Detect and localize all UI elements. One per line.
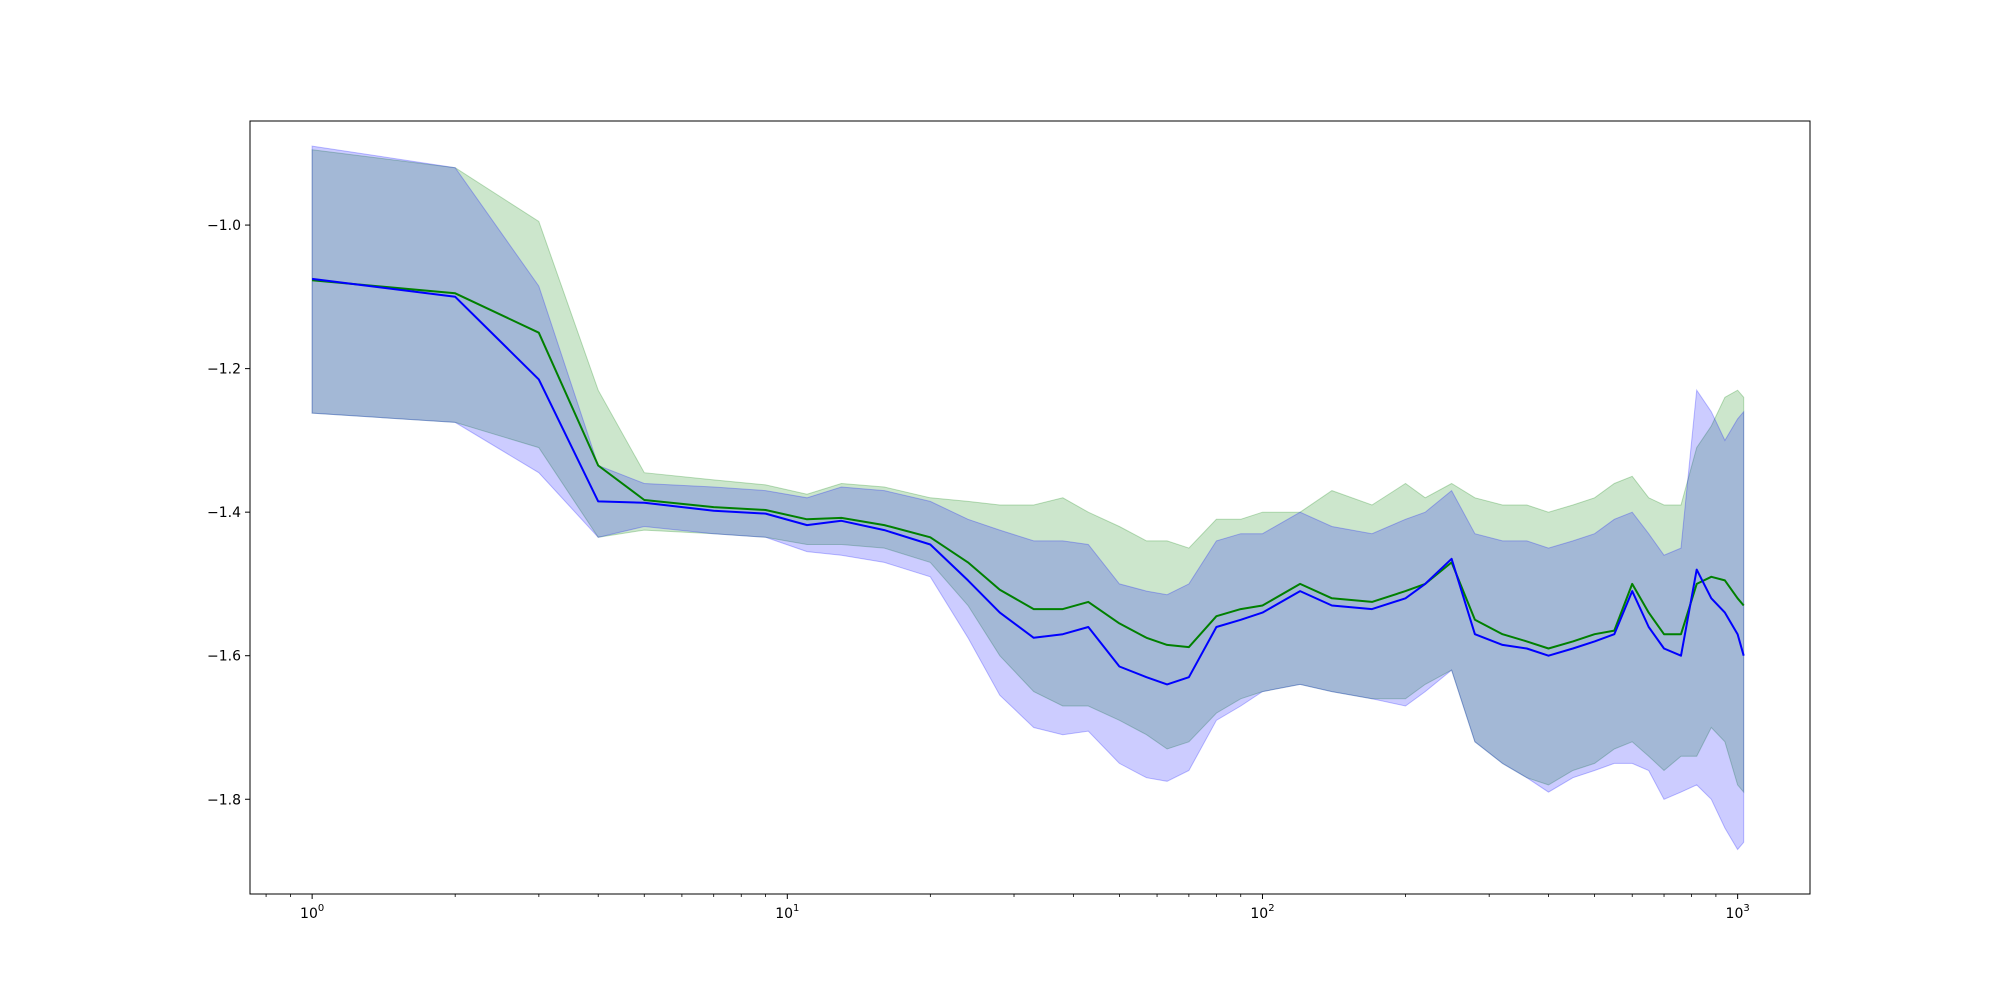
axes: 100 101 102 103 −1.0 −1.2 −1.4 −1.6 −1.8: [207, 120, 1811, 922]
y-tick-label-1: −1.2: [207, 362, 241, 378]
y-tick-label-2: −1.4: [207, 505, 241, 521]
series-lines: [311, 277, 1745, 686]
x-tick-label-0: 100: [300, 903, 324, 922]
y-tick-label-3: −1.6: [207, 649, 241, 665]
series-line-1: [311, 277, 1745, 686]
series-line-0: [312, 279, 1745, 650]
confidence-band-0: [311, 149, 1745, 794]
confidence-band-1: [311, 145, 1745, 851]
y-tick-label-4: −1.8: [207, 792, 241, 808]
x-tick-label-3: 103: [1726, 903, 1750, 922]
confidence-bands: [311, 145, 1745, 851]
x-tick-label-2: 102: [1250, 903, 1274, 922]
y-tick-label-0: −1.0: [207, 218, 241, 234]
plot-frame: [249, 120, 1811, 895]
x-tick-label-1: 101: [775, 903, 799, 922]
